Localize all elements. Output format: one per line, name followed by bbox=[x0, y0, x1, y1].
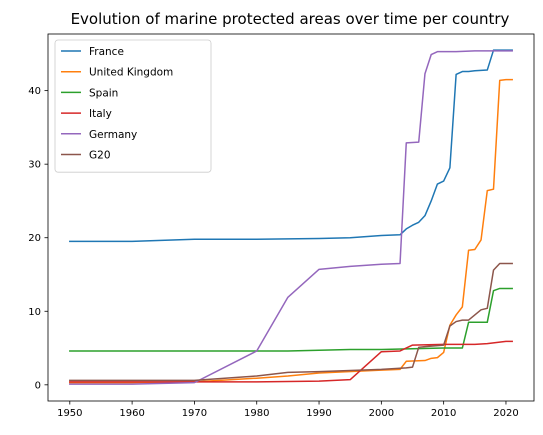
axes-frame bbox=[47, 33, 535, 402]
legend-box bbox=[54, 39, 212, 173]
legend: France United Kingdom Spain Italy Germany G20 bbox=[54, 39, 212, 173]
series-line-3 bbox=[69, 340, 513, 383]
x-tick-label: 1950 bbox=[57, 408, 82, 419]
series-line-2 bbox=[69, 287, 513, 352]
series-line-0 bbox=[69, 49, 513, 243]
x-tick-label: 1970 bbox=[182, 408, 207, 419]
y-tick-label: 30 bbox=[28, 160, 41, 171]
legend-label: United Kingdom bbox=[89, 67, 173, 79]
x-tick-label: 2010 bbox=[431, 408, 456, 419]
legend-label: G20 bbox=[89, 150, 111, 162]
y-tick-label: 20 bbox=[28, 233, 41, 244]
x-tick-label: 2020 bbox=[493, 408, 518, 419]
series-line-5 bbox=[69, 262, 513, 382]
y-tick-label: 0 bbox=[35, 380, 41, 391]
plot-area bbox=[69, 49, 513, 385]
series-line-1 bbox=[69, 78, 513, 384]
x-tick-label: 2000 bbox=[369, 408, 394, 419]
x-tick-label: 1990 bbox=[306, 408, 331, 419]
chart-title: Evolution of marine protected areas over… bbox=[71, 10, 510, 28]
series-line-4 bbox=[69, 50, 513, 385]
legend-label: France bbox=[89, 46, 124, 58]
legend-label: Italy bbox=[89, 108, 112, 120]
y-tick-label: 40 bbox=[28, 86, 41, 97]
axes: 1950 1960 1970 1980 1990 2000 2010 2020 0 10 20 30 4… bbox=[28, 33, 535, 419]
x-tick-label: 1960 bbox=[119, 408, 144, 419]
legend-label: Germany bbox=[89, 129, 137, 141]
x-tick-label: 1980 bbox=[244, 408, 269, 419]
legend-label: Spain bbox=[89, 87, 118, 99]
y-tick-label: 10 bbox=[28, 307, 41, 318]
